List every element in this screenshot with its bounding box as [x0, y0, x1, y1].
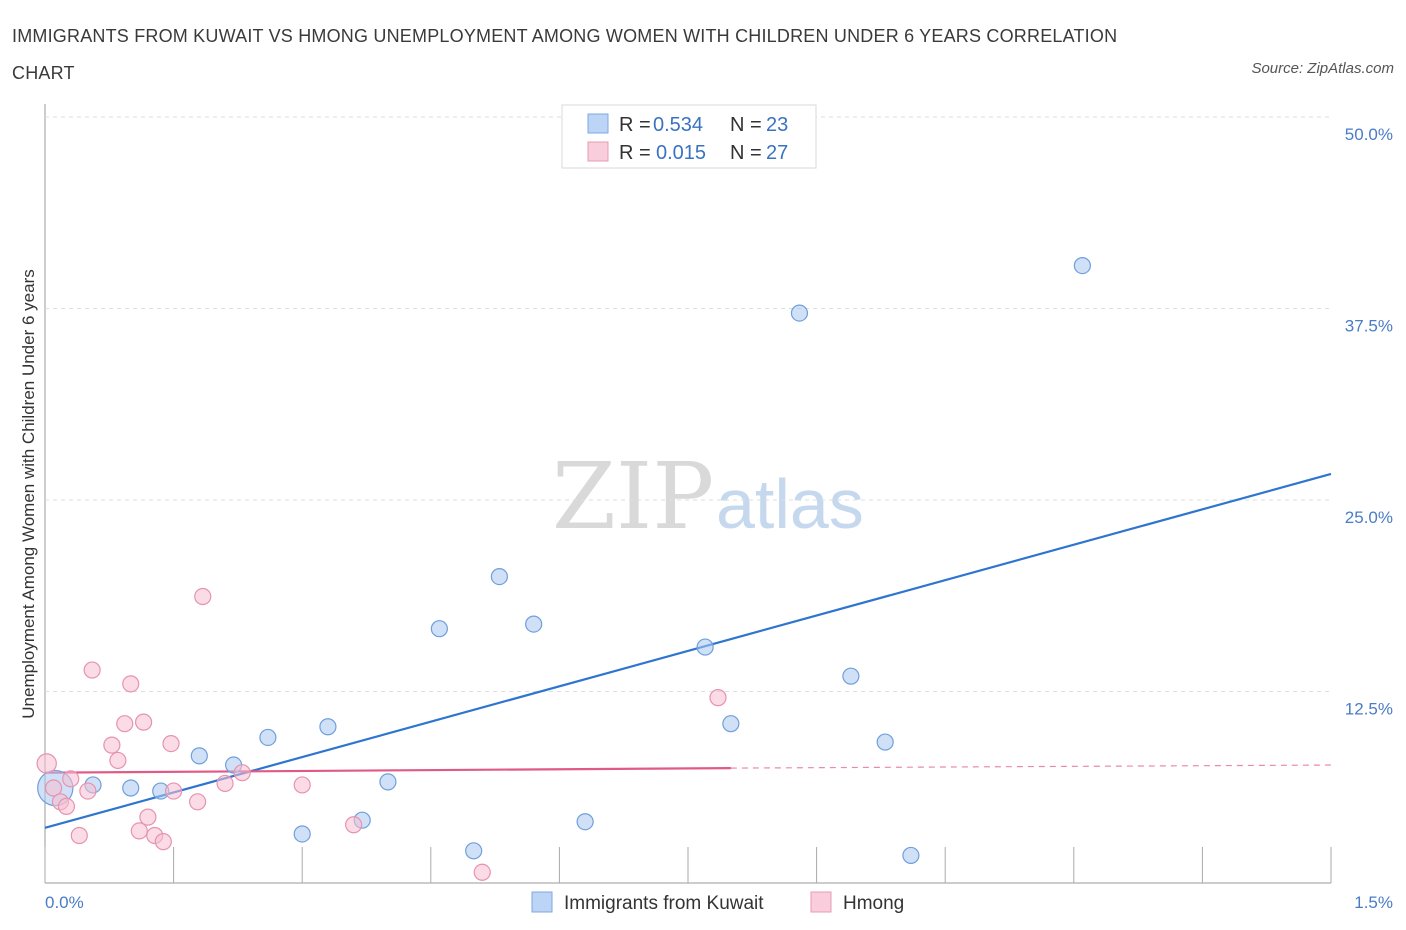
point-hmong-12 [130, 822, 148, 840]
y-tick-label-1: 25.0% [1345, 508, 1393, 527]
point-hmong-4 [62, 770, 80, 788]
series-legend-swatch-hmong [810, 891, 832, 913]
point-hmong-18 [165, 782, 183, 800]
gridlines [45, 116, 1331, 692]
point-kuwait-4 [190, 747, 208, 765]
point-hmong-16 [154, 833, 172, 851]
point-hmong-19 [189, 793, 207, 811]
series-legend-label-kuwait: Immigrants from Kuwait [564, 893, 764, 914]
y-tick-label-0: 12.5% [1345, 700, 1393, 719]
point-kuwait-12 [465, 842, 483, 860]
y-tick-label-3: 50.0% [1345, 125, 1393, 144]
chart-title: IMMIGRANTS FROM KUWAIT VS HMONG UNEMPLOY… [12, 26, 1118, 83]
point-hmong-5 [70, 826, 88, 845]
point-hmong-21 [216, 774, 234, 793]
x-tick-label-max: 1.5% [1354, 893, 1393, 912]
point-kuwait-8 [319, 718, 337, 736]
legend-n-value-2: 27 [766, 142, 788, 164]
point-kuwait-17 [722, 715, 740, 733]
point-kuwait-20 [876, 733, 894, 751]
source-label: Source: ZipAtlas.com [1251, 60, 1394, 77]
series-legend: Immigrants from Kuwait Hmong [531, 891, 904, 914]
point-hmong-22 [233, 764, 251, 782]
point-hmong-17 [162, 734, 180, 753]
trend-line-1 [44, 767, 731, 774]
y-tick-label-2: 37.5% [1345, 317, 1393, 336]
point-kuwait-15 [576, 813, 594, 831]
point-hmong-6 [79, 782, 97, 800]
point-kuwait-18 [790, 304, 809, 322]
legend-r-label-2: R = [619, 142, 651, 164]
trend-line-extension-1 [730, 764, 1332, 769]
point-hmong-8 [103, 736, 121, 754]
point-kuwait-16 [696, 638, 714, 656]
point-hmong-23 [293, 776, 311, 794]
point-kuwait-13 [490, 567, 508, 586]
trend-line-0 [44, 472, 1332, 829]
point-kuwait-2 [122, 779, 140, 797]
point-hmong-20 [194, 587, 212, 606]
point-kuwait-11 [430, 620, 448, 638]
point-hmong-3 [57, 797, 76, 816]
point-kuwait-21 [902, 846, 920, 865]
correlation-legend: R = 0.534 N = 23 R = 0.015 N = 27 [561, 104, 817, 169]
point-kuwait-19 [842, 667, 860, 685]
point-hmong-0 [36, 753, 57, 774]
series-legend-swatch-kuwait [531, 891, 553, 913]
point-hmong-25 [473, 863, 491, 881]
legend-swatch-hmong [587, 141, 609, 162]
y-tick-labels: 12.5% 25.0% 37.5% 50.0% [1345, 125, 1393, 719]
point-kuwait-6 [259, 728, 277, 747]
point-hmong-13 [134, 713, 153, 731]
point-hmong-14 [139, 808, 157, 826]
x-tick-label-min: 0.0% [45, 893, 84, 912]
y-axis-label: Unemployment Among Women with Children U… [19, 269, 38, 718]
point-kuwait-14 [525, 615, 543, 633]
point-hmong-9 [109, 751, 127, 770]
watermark-atlas: atlas [716, 465, 864, 543]
legend-n-label-2: N = [730, 142, 762, 164]
point-kuwait-10 [379, 773, 397, 791]
point-hmong-7 [83, 661, 101, 679]
legend-n-value-1: 23 [766, 114, 788, 136]
point-hmong-24 [345, 816, 363, 834]
watermark-zip: ZIP [552, 443, 714, 550]
point-kuwait-22 [1073, 257, 1091, 275]
point-hmong-10 [116, 715, 134, 733]
trend-lines [44, 472, 1332, 829]
legend-n-label-1: N = [730, 114, 762, 136]
legend-swatch-kuwait [587, 113, 609, 134]
legend-r-value-1: 0.534 [653, 114, 703, 136]
point-hmong-26 [709, 689, 727, 707]
legend-r-value-2: 0.015 [656, 142, 706, 164]
series-legend-label-hmong: Hmong [843, 893, 904, 914]
x-ticks [44, 847, 1332, 883]
point-hmong-11 [122, 675, 140, 693]
data-points [36, 257, 1091, 881]
point-hmong-1 [44, 779, 63, 797]
legend-r-label-1: R = [619, 114, 651, 136]
point-kuwait-7 [293, 825, 311, 843]
